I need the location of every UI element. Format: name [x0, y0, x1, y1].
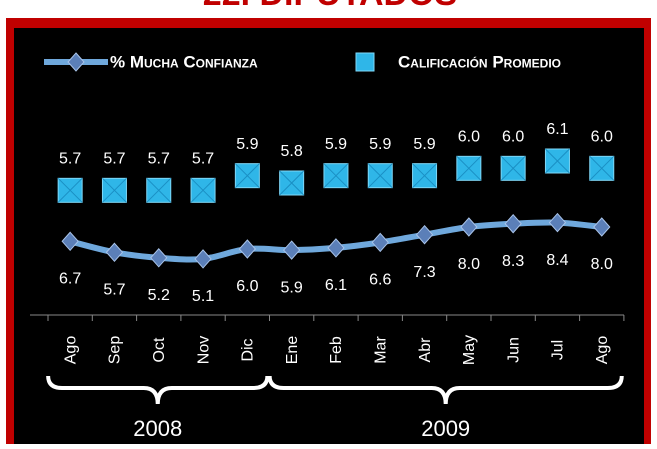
data-label: 6.7	[59, 271, 81, 288]
line-marker	[61, 231, 79, 252]
data-label: 5.9	[281, 279, 303, 296]
x-tick-label: May	[461, 335, 478, 365]
legend-label: % Mucha Confianza	[110, 52, 258, 71]
data-label: 6.1	[546, 121, 568, 138]
line-marker	[371, 232, 389, 253]
data-label: 6.0	[591, 129, 613, 146]
x-tick-label: Feb	[328, 336, 345, 364]
data-label: 5.2	[148, 287, 170, 304]
data-label: 6.1	[325, 277, 347, 294]
data-label: 5.8	[281, 143, 303, 160]
data-label: 5.7	[103, 282, 125, 299]
line-marker	[327, 238, 345, 258]
square-marker-shine	[367, 163, 393, 189]
line-marker	[593, 217, 611, 237]
data-label: 8.0	[458, 256, 480, 273]
x-tick-label: Ago	[594, 336, 611, 365]
data-label: 5.7	[192, 151, 214, 168]
line-marker	[194, 249, 212, 269]
square-marker-shine	[234, 163, 260, 189]
data-label: 5.7	[59, 151, 81, 168]
legend-swatch-marker	[67, 52, 85, 72]
data-label: 5.9	[236, 136, 258, 153]
data-label: 8.3	[502, 253, 524, 270]
line-marker	[238, 239, 257, 259]
x-tick-label: Nov	[195, 336, 212, 364]
x-tick-label: Ene	[284, 336, 301, 365]
data-label: 5.9	[413, 136, 435, 153]
line-marker	[460, 217, 478, 237]
square-marker-shine	[500, 155, 526, 181]
chart-title: 22. DIPUTADOS	[203, 0, 457, 13]
square-marker-shine	[545, 148, 570, 174]
group-label: 2009	[421, 416, 470, 441]
data-label: 6.0	[236, 278, 258, 295]
data-label: 6.6	[369, 272, 391, 289]
data-label: 5.7	[103, 151, 125, 168]
x-tick-label: Sep	[107, 336, 124, 365]
x-tick-label: Jul	[550, 340, 567, 360]
legend-label: Calificación Promedio	[398, 52, 561, 71]
x-tick-label: Abr	[417, 337, 434, 363]
square-marker-shine	[412, 163, 437, 189]
data-label: 8.0	[591, 256, 613, 273]
data-label: 5.9	[369, 136, 391, 153]
line-marker	[105, 242, 124, 263]
data-label: 8.4	[546, 252, 568, 269]
group-brace	[46, 375, 270, 405]
data-label: 6.0	[502, 129, 524, 146]
square-marker-shine	[323, 163, 349, 189]
x-tick-label: Dic	[240, 338, 257, 361]
plot-background	[14, 28, 644, 448]
data-label: 5.1	[192, 288, 214, 305]
group-brace	[267, 375, 624, 405]
square-marker-shine	[102, 177, 127, 203]
data-label: 5.7	[148, 151, 170, 168]
x-tick-label: Jun	[505, 337, 522, 363]
square-marker-shine	[146, 177, 172, 203]
square-marker-shine	[589, 155, 615, 181]
x-tick-label: Mar	[372, 336, 389, 364]
legend-swatch-square	[355, 52, 375, 72]
x-tick-label: Ago	[62, 336, 79, 365]
line-marker	[150, 248, 168, 268]
square-marker-shine	[456, 155, 482, 181]
line-marker	[415, 224, 434, 245]
square-marker-shine	[279, 170, 305, 196]
x-tick-label: Oct	[151, 337, 168, 362]
data-label: 5.9	[325, 136, 347, 153]
line-marker	[504, 213, 522, 234]
square-marker-shine	[57, 177, 83, 203]
square-marker-shine	[190, 177, 216, 203]
group-label: 2008	[133, 416, 182, 441]
line-marker	[548, 212, 567, 233]
line-marker	[282, 240, 301, 260]
data-label: 7.3	[413, 264, 435, 281]
data-label: 6.0	[458, 129, 480, 146]
